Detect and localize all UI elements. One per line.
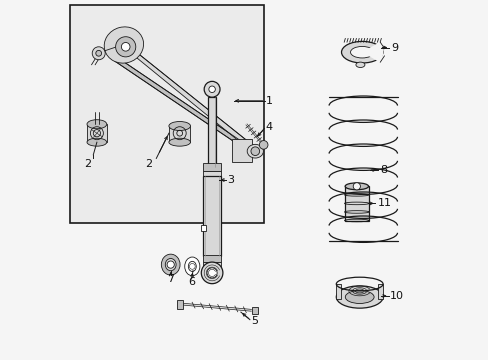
Bar — [203, 176, 220, 256]
Bar — [251, 307, 258, 314]
Bar — [203, 255, 220, 262]
Bar — [345, 186, 368, 195]
Wedge shape — [362, 42, 382, 63]
Bar — [345, 212, 368, 220]
Circle shape — [206, 268, 217, 278]
Circle shape — [201, 262, 223, 284]
Bar — [87, 124, 106, 142]
Circle shape — [115, 37, 136, 57]
Circle shape — [96, 50, 102, 56]
Text: 2: 2 — [84, 159, 91, 169]
Circle shape — [259, 140, 267, 149]
Ellipse shape — [350, 46, 373, 58]
Text: 10: 10 — [389, 291, 404, 301]
Ellipse shape — [168, 138, 190, 146]
Ellipse shape — [165, 258, 176, 271]
Bar — [203, 171, 220, 176]
Circle shape — [121, 42, 130, 51]
Bar — [203, 262, 220, 268]
Ellipse shape — [341, 41, 382, 63]
Ellipse shape — [87, 138, 106, 146]
Text: 8: 8 — [380, 165, 386, 175]
Bar — [345, 186, 368, 220]
Bar — [203, 163, 220, 171]
Circle shape — [208, 86, 215, 93]
Bar — [177, 300, 183, 309]
Text: 7: 7 — [167, 274, 174, 284]
Circle shape — [250, 147, 259, 156]
Circle shape — [189, 264, 195, 269]
Ellipse shape — [168, 122, 190, 130]
Text: 5: 5 — [250, 316, 258, 327]
Bar — [207, 97, 216, 167]
Text: 9: 9 — [390, 42, 398, 53]
Circle shape — [352, 183, 360, 190]
Polygon shape — [115, 56, 253, 155]
Text: 11: 11 — [377, 198, 390, 208]
Bar — [378, 284, 382, 299]
Ellipse shape — [345, 183, 368, 190]
Bar — [168, 126, 190, 142]
Ellipse shape — [188, 261, 196, 271]
Ellipse shape — [104, 27, 143, 63]
Ellipse shape — [161, 254, 180, 275]
Bar — [336, 284, 340, 299]
Text: 6: 6 — [188, 276, 195, 287]
Ellipse shape — [87, 120, 106, 129]
Circle shape — [204, 81, 220, 97]
Text: 2: 2 — [145, 159, 152, 169]
Bar — [70, 5, 264, 223]
Ellipse shape — [336, 286, 382, 308]
Bar — [345, 195, 368, 203]
Bar — [345, 203, 368, 212]
Ellipse shape — [247, 144, 263, 158]
Circle shape — [92, 47, 105, 60]
Bar — [231, 139, 251, 162]
Ellipse shape — [355, 62, 364, 68]
Ellipse shape — [184, 257, 200, 276]
Circle shape — [167, 261, 174, 268]
Text: 1: 1 — [265, 96, 272, 106]
Ellipse shape — [345, 291, 373, 303]
Text: 4: 4 — [265, 122, 272, 132]
Text: 3: 3 — [227, 175, 234, 185]
Bar — [201, 225, 205, 231]
Polygon shape — [136, 52, 253, 153]
